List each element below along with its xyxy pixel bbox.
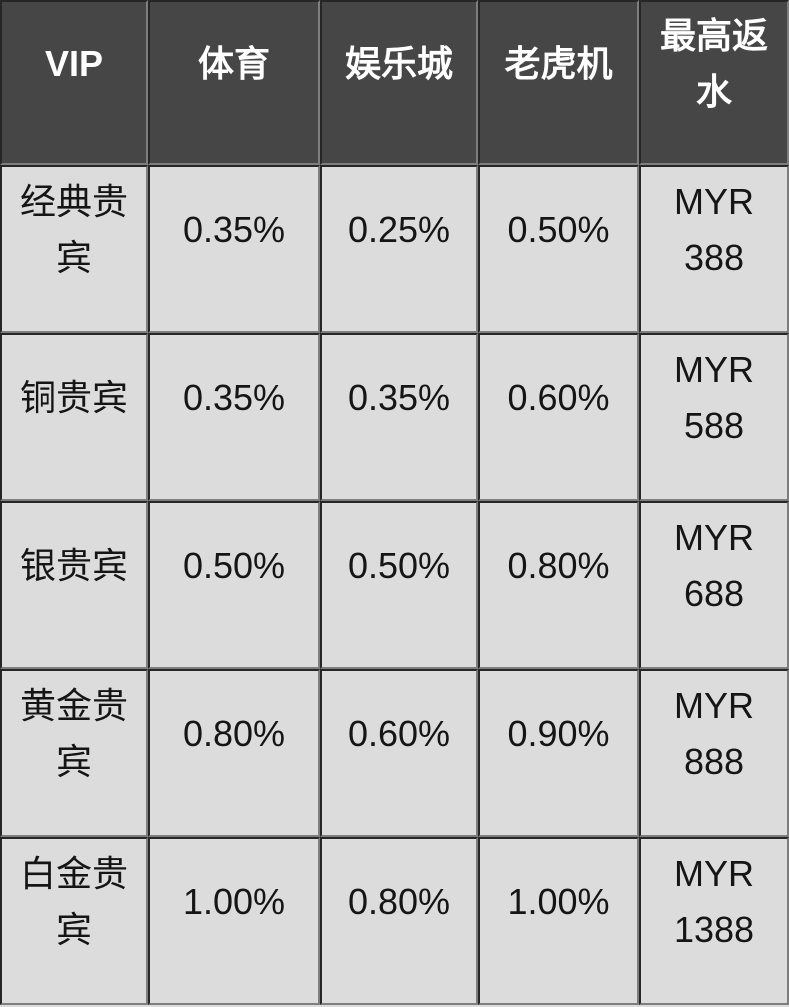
header-cell-slots: 老虎机 (478, 0, 639, 165)
header-cell-max-rebate: 最高返水 (639, 0, 789, 165)
table-row: 黄金贵宾 0.80% 0.60% 0.90% MYR 888 (0, 669, 789, 837)
sports-rebate-cell: 0.35% (148, 333, 320, 501)
casino-rebate-cell: 0.80% (320, 837, 478, 1005)
casino-rebate-cell: 0.60% (320, 669, 478, 837)
header-cell-sports: 体育 (148, 0, 320, 165)
vip-level-cell: 黄金贵宾 (0, 669, 148, 837)
slots-rebate-cell: 1.00% (478, 837, 639, 1005)
slots-rebate-cell: 0.60% (478, 333, 639, 501)
vip-level-cell: 铜贵宾 (0, 333, 148, 501)
max-rebate-cell: MYR 588 (639, 333, 789, 501)
slots-rebate-cell: 0.90% (478, 669, 639, 837)
header-cell-casino: 娱乐城 (320, 0, 478, 165)
casino-rebate-cell: 0.35% (320, 333, 478, 501)
max-rebate-cell: MYR 388 (639, 165, 789, 333)
slots-rebate-cell: 0.80% (478, 501, 639, 669)
vip-level-cell: 银贵宾 (0, 501, 148, 669)
table-row: 经典贵宾 0.35% 0.25% 0.50% MYR 388 (0, 165, 789, 333)
table-body: 经典贵宾 0.35% 0.25% 0.50% MYR 388 铜贵宾 0.35%… (0, 165, 789, 1005)
table-row: 白金贵宾 1.00% 0.80% 1.00% MYR 1388 (0, 837, 789, 1005)
max-rebate-cell: MYR 888 (639, 669, 789, 837)
sports-rebate-cell: 1.00% (148, 837, 320, 1005)
sports-rebate-cell: 0.80% (148, 669, 320, 837)
slots-rebate-cell: 0.50% (478, 165, 639, 333)
max-rebate-cell: MYR 688 (639, 501, 789, 669)
vip-level-cell: 白金贵宾 (0, 837, 148, 1005)
table-row: 铜贵宾 0.35% 0.35% 0.60% MYR 588 (0, 333, 789, 501)
table-header: VIP 体育 娱乐城 老虎机 最高返水 (0, 0, 789, 165)
casino-rebate-cell: 0.50% (320, 501, 478, 669)
casino-rebate-cell: 0.25% (320, 165, 478, 333)
sports-rebate-cell: 0.50% (148, 501, 320, 669)
header-row: VIP 体育 娱乐城 老虎机 最高返水 (0, 0, 789, 165)
header-cell-vip: VIP (0, 0, 148, 165)
vip-level-cell: 经典贵宾 (0, 165, 148, 333)
sports-rebate-cell: 0.35% (148, 165, 320, 333)
table-row: 银贵宾 0.50% 0.50% 0.80% MYR 688 (0, 501, 789, 669)
max-rebate-cell: MYR 1388 (639, 837, 789, 1005)
